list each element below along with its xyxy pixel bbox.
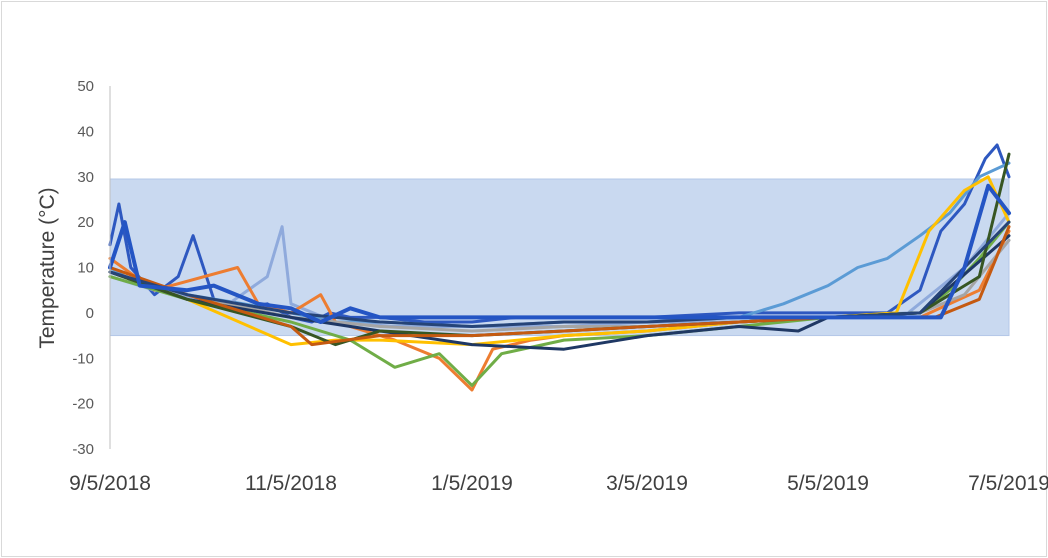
y-tick-label: 10 [77, 260, 94, 277]
y-tick-label: 50 [77, 78, 94, 95]
y-tick-label: -10 [72, 350, 94, 367]
x-axis-ticks: 9/5/2018 11/5/2018 1/5/2019 3/5/2019 5/5/201… [69, 472, 1048, 495]
x-tick-label: 11/5/2018 [245, 472, 337, 495]
x-tick-label: 1/5/2019 [431, 472, 513, 495]
y-tick-label: 0 [86, 305, 94, 322]
x-tick-label: 9/5/2018 [69, 472, 151, 495]
series-line-5 [108, 175, 1011, 347]
y-axis-label: Temperature (°C) [36, 187, 59, 348]
series-line-12 [108, 183, 1011, 324]
y-axis-ticks: 50 40 30 20 10 0 -10 -20 -30 [72, 78, 94, 458]
series-layer [108, 143, 1011, 392]
y-tick-label: 20 [77, 214, 94, 231]
y-tick-label: 30 [77, 169, 94, 186]
y-tick-label: -30 [72, 441, 94, 458]
y-tick-label: -20 [72, 396, 94, 413]
series-line-1 [108, 143, 1011, 324]
x-tick-label: 3/5/2019 [606, 472, 688, 495]
y-tick-label: 40 [77, 123, 94, 140]
x-tick-label: 5/5/2019 [787, 472, 869, 495]
x-tick-label: 7/5/2019 [968, 472, 1048, 495]
